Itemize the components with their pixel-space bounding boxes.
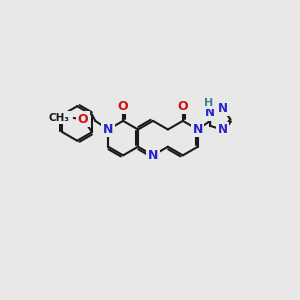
Text: O: O bbox=[118, 100, 128, 113]
Text: CH₃: CH₃ bbox=[48, 113, 69, 123]
Text: N: N bbox=[218, 102, 228, 115]
Text: N: N bbox=[148, 149, 158, 162]
Text: N: N bbox=[218, 123, 228, 136]
Text: N: N bbox=[193, 123, 203, 136]
Text: O: O bbox=[178, 100, 188, 113]
Text: H: H bbox=[204, 98, 213, 108]
Text: N: N bbox=[205, 106, 215, 119]
Text: N: N bbox=[103, 123, 113, 136]
Text: O: O bbox=[78, 112, 88, 126]
